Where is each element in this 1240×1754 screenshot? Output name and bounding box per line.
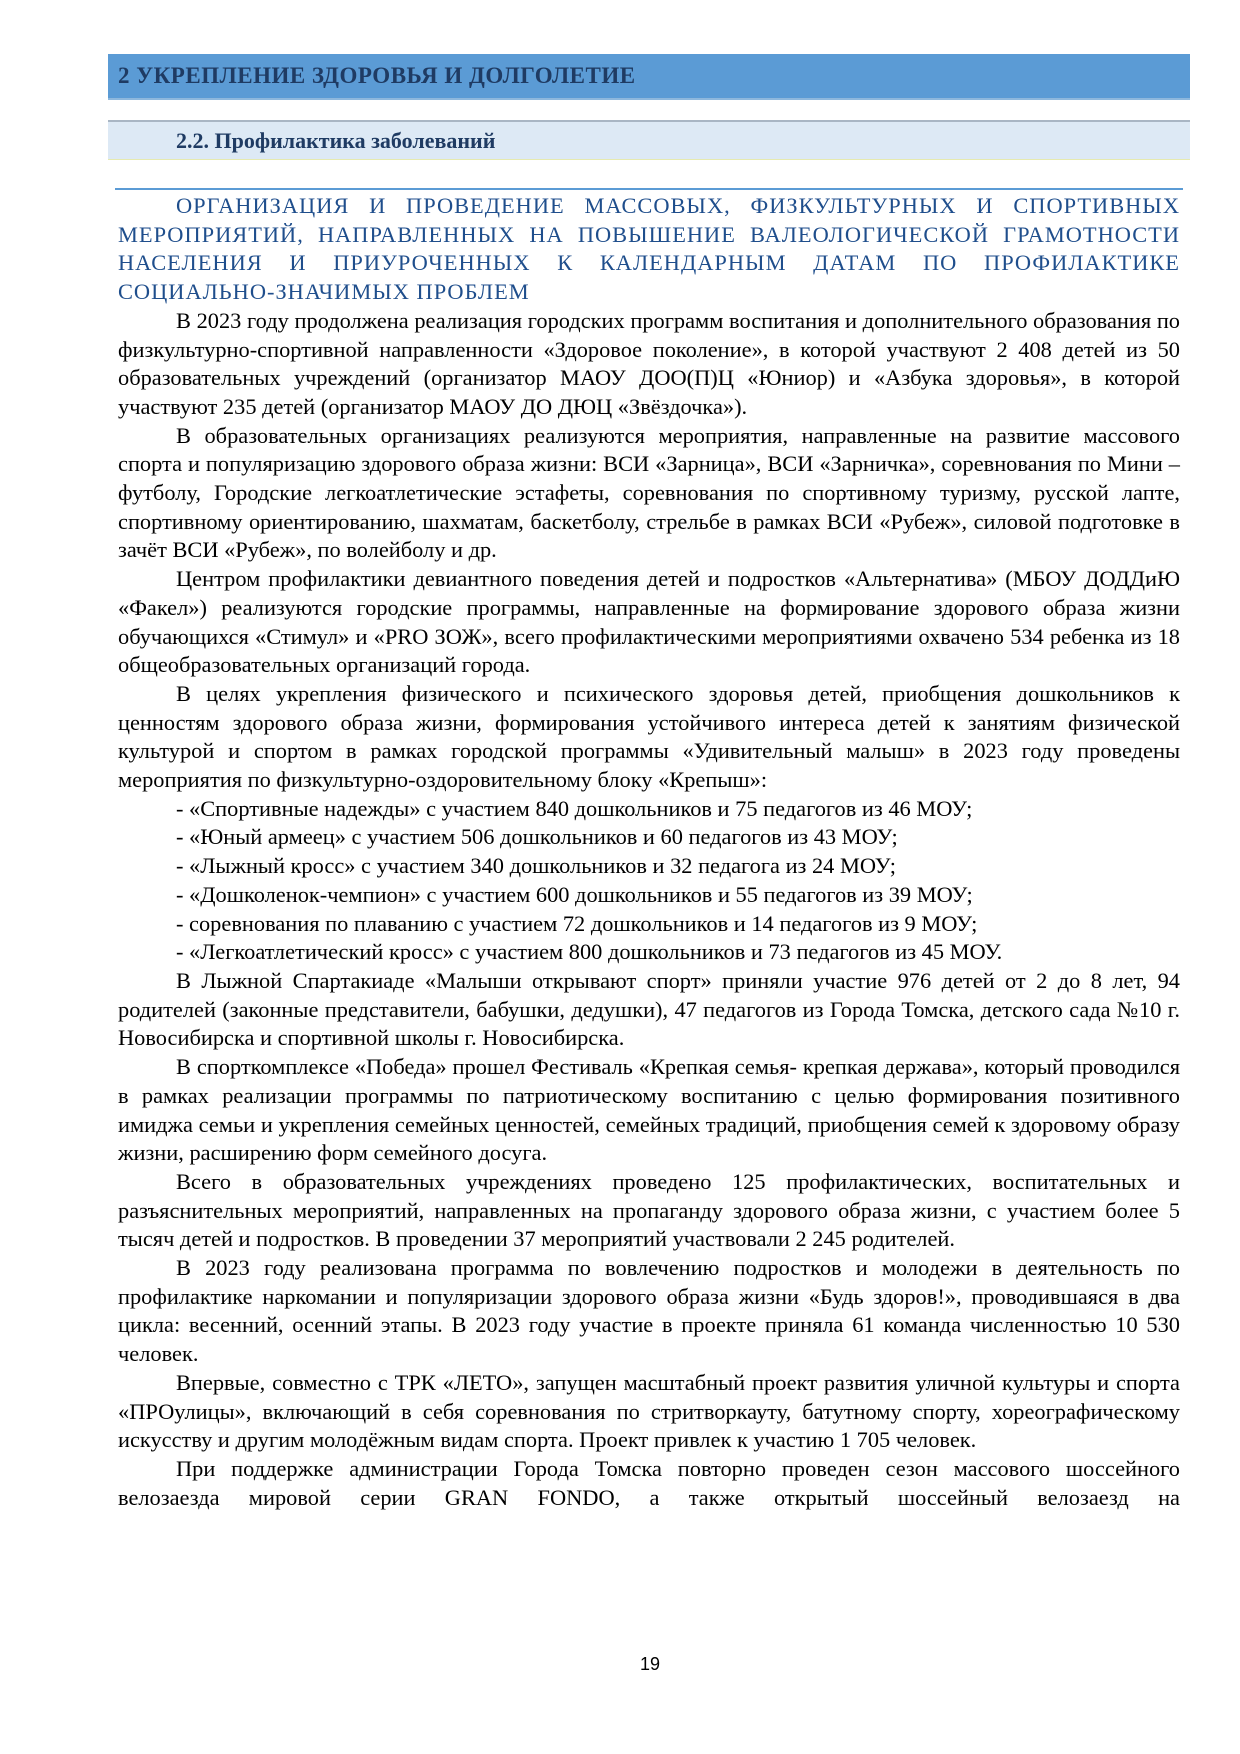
section-title: 2 УКРЕПЛЕНИЕ ЗДОРОВЬЯ И ДОЛГОЛЕТИЕ xyxy=(118,63,636,88)
paragraph: В Лыжной Спартакиаде «Малыши открывают с… xyxy=(118,967,1180,1051)
body-text: ОРГАНИЗАЦИЯ И ПРОВЕДЕНИЕ МАССОВЫХ, ФИЗКУ… xyxy=(118,192,1180,1512)
heading: ОРГАНИЗАЦИЯ И ПРОВЕДЕНИЕ МАССОВЫХ, ФИЗКУ… xyxy=(118,193,1180,305)
paragraph: Центром профилактики девиантного поведен… xyxy=(118,566,1180,678)
list-item: - «Спортивные надежды» с участием 840 до… xyxy=(176,795,973,821)
list-item: - «Легкоатлетический кросс» с участием 8… xyxy=(176,939,1003,965)
paragraph: В образовательных организациях реализуют… xyxy=(118,422,1180,563)
section-title-bar: 2 УКРЕПЛЕНИЕ ЗДОРОВЬЯ И ДОЛГОЛЕТИЕ xyxy=(108,54,1190,100)
subsection-title: 2.2. Профилактика заболеваний xyxy=(176,128,496,153)
paragraph: Всего в образовательных учреждениях пров… xyxy=(118,1168,1180,1252)
list-item: - соревнования по плаванию с участием 72… xyxy=(176,910,978,936)
paragraph: В 2023 году продолжена реализация городс… xyxy=(118,307,1180,419)
paragraph: В спорткомплексе «Победа» прошел Фестива… xyxy=(118,1054,1180,1166)
paragraph: В целях укрепления физического и психиче… xyxy=(118,680,1180,793)
list-item: - «Юный армеец» с участием 506 дошкольни… xyxy=(176,824,898,850)
list-item: - «Дошколенок-чемпион» с участием 600 до… xyxy=(176,881,973,907)
paragraph: Впервые, совместно с ТРК «ЛЕТО», запущен… xyxy=(118,1369,1180,1453)
paragraph: В 2023 году реализована программа по вов… xyxy=(118,1255,1180,1367)
list-item: - «Лыжный кросс» с участием 340 дошкольн… xyxy=(176,853,897,879)
page-number: 19 xyxy=(639,1654,661,1674)
subsection-title-bar: 2.2. Профилактика заболеваний xyxy=(108,120,1190,160)
divider xyxy=(115,188,1183,190)
paragraph: При поддержке администрации Города Томск… xyxy=(118,1455,1180,1510)
